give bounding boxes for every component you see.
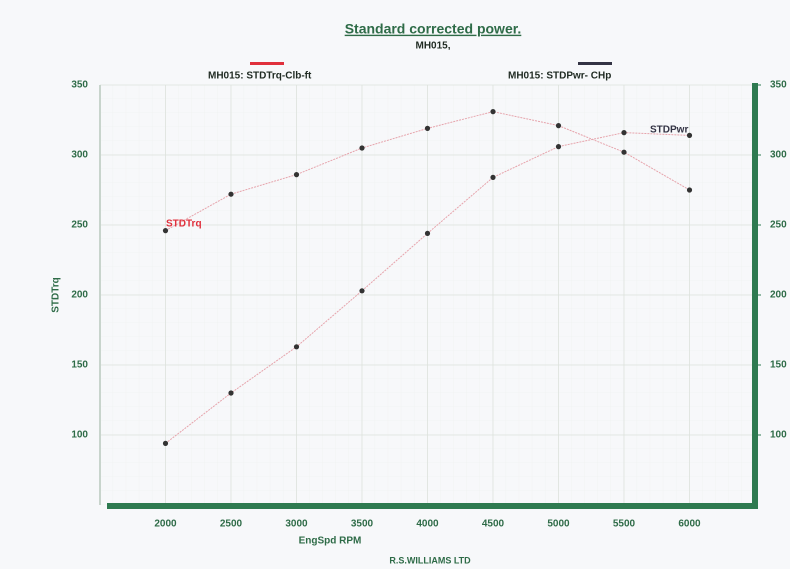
chart-subtitle: MH015,: [415, 41, 450, 52]
data-point: [686, 132, 693, 138]
y2-tick-label: 100: [770, 430, 787, 441]
data-point: [228, 390, 234, 396]
data-point: [293, 344, 300, 350]
y2-tick-label: 250: [770, 220, 787, 231]
x-tick-label: 2500: [220, 519, 243, 530]
data-point: [555, 123, 562, 129]
data-point: [621, 130, 627, 136]
data-point: [621, 149, 627, 155]
y-tick-label: 200: [71, 290, 88, 301]
x-tick-label: 2000: [154, 519, 177, 530]
chart-title: Standard corrected power.: [345, 21, 522, 37]
y2-tick-label: 200: [770, 290, 787, 301]
data-point: [293, 172, 300, 178]
data-point: [490, 109, 496, 115]
x-tick-label: 5000: [547, 519, 570, 530]
data-point: [424, 125, 431, 131]
y2-tick-label: 300: [770, 150, 787, 161]
x-tick-label: 3500: [351, 519, 374, 530]
legend-label: MH015: STDPwr- CHp: [508, 71, 611, 82]
data-point: [359, 288, 365, 294]
series-label: STDPwr: [650, 125, 688, 136]
footer: R.S.WILLIAMS LTD: [389, 555, 471, 565]
data-point: [359, 145, 365, 151]
x-axis-label: EngSpd RPM: [299, 536, 362, 547]
y-axis-label: STDTrq: [51, 277, 62, 313]
x-tick-label: 4500: [482, 519, 505, 530]
y2-axis: [752, 83, 758, 509]
x-tick-label: 3000: [285, 519, 308, 530]
y2-tick-label: 150: [770, 360, 787, 371]
y2-tick-label: 350: [770, 80, 787, 91]
data-point: [228, 191, 234, 197]
x-tick-label: 4000: [416, 519, 439, 530]
legend-label: MH015: STDTrq-Clb-ft: [208, 71, 312, 82]
data-point: [686, 187, 693, 193]
legend-swatch: [578, 62, 612, 65]
data-point: [162, 440, 169, 446]
data-point: [555, 144, 562, 150]
y-tick-label: 300: [71, 150, 88, 161]
x-tick-label: 5500: [613, 519, 636, 530]
x-tick-label: 6000: [678, 519, 701, 530]
data-point: [162, 228, 169, 234]
y-tick-label: 350: [71, 80, 88, 91]
x-axis: [107, 503, 757, 509]
series-label: STDTrq: [166, 219, 202, 230]
y-tick-label: 100: [71, 430, 88, 441]
legend-swatch: [250, 62, 284, 65]
y-tick-label: 250: [71, 220, 88, 231]
data-point: [424, 230, 431, 236]
data-point: [490, 174, 496, 180]
y-tick-label: 150: [71, 360, 88, 371]
y-axis: [99, 85, 101, 505]
